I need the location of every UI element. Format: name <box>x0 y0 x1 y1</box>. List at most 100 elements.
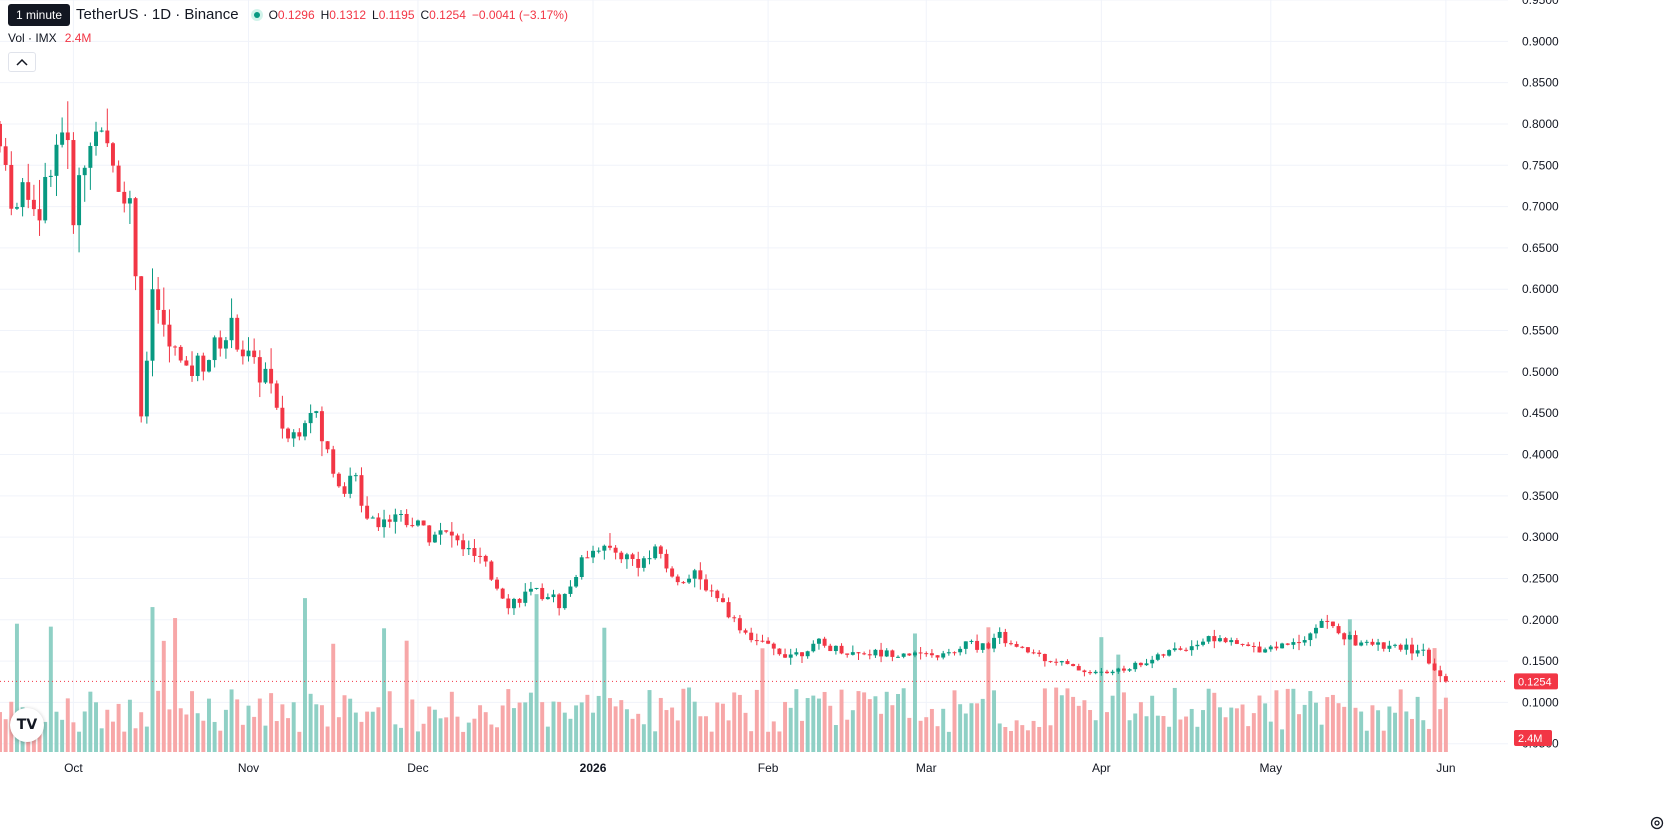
candle-body <box>71 140 76 226</box>
candle-body <box>941 653 946 658</box>
volume-bar <box>1438 709 1443 752</box>
candle-body <box>353 475 358 477</box>
volume-bar <box>545 726 550 752</box>
candle <box>862 651 867 656</box>
settings-gear-icon[interactable] <box>1648 814 1666 832</box>
candle-body <box>585 557 590 559</box>
candle-body <box>77 175 82 226</box>
volume-bar <box>500 705 505 752</box>
candle <box>715 589 720 602</box>
candle-body <box>800 652 804 657</box>
candle-body <box>1099 671 1104 673</box>
volume-bar <box>771 721 776 752</box>
volume-bar <box>608 698 612 752</box>
symbol-title[interactable]: TetherUS · 1D · Binance <box>76 6 239 23</box>
volume-bar <box>60 719 65 752</box>
volume-bar <box>1229 707 1234 752</box>
candle <box>82 165 87 202</box>
volume-bar <box>449 691 454 752</box>
candle-body <box>692 570 697 579</box>
candle-body <box>206 360 211 372</box>
volume-bar <box>223 709 228 752</box>
volume-bar <box>421 723 426 752</box>
candle <box>348 467 353 499</box>
candle-body <box>1274 646 1279 649</box>
candle-body <box>1150 659 1155 664</box>
volume-bar <box>37 721 42 752</box>
candle-body <box>1054 661 1059 663</box>
candle-body <box>619 552 624 560</box>
candle-body <box>856 652 861 654</box>
candle <box>133 196 138 291</box>
volume-bar <box>1336 703 1341 752</box>
tradingview-logo-icon[interactable]: TV <box>10 708 44 742</box>
volume-bar <box>850 710 855 752</box>
candle-body <box>963 641 968 649</box>
candle-body <box>777 648 782 655</box>
volume-bar <box>291 702 296 752</box>
price-tick-label: 0.9500 <box>1522 0 1559 7</box>
candle <box>1116 667 1121 674</box>
volume-bar <box>1376 710 1381 752</box>
collapse-legend-button[interactable] <box>8 52 36 72</box>
candle-body <box>636 558 641 568</box>
candle-body <box>1263 649 1268 653</box>
candle-body <box>1206 636 1211 642</box>
volume-legend[interactable]: Vol · IMX 2.4M <box>8 31 91 45</box>
candle-body <box>82 167 87 176</box>
candle-body <box>715 590 720 599</box>
candle <box>31 184 36 216</box>
volume-bar <box>48 626 53 752</box>
symbol-legend[interactable]: TetherUS · 1D · Binance O0.1296 H0.1312 … <box>8 6 568 23</box>
candle <box>455 533 460 546</box>
candle <box>325 441 330 454</box>
candle-body <box>133 198 138 277</box>
volume-bar <box>161 640 166 752</box>
candle-body <box>105 130 110 144</box>
candle <box>14 202 19 210</box>
volume-bar <box>783 701 788 752</box>
candle-body <box>495 579 499 589</box>
close-label: C <box>420 7 430 22</box>
volume-bar <box>788 707 793 752</box>
volume-bar <box>754 689 759 752</box>
volume-bar <box>1127 720 1132 752</box>
candle-body <box>370 517 375 519</box>
ohlc-values: O0.1296 H0.1312 L0.1195 C0.1254 −0.0041 … <box>269 8 568 22</box>
candle <box>94 121 98 156</box>
candle-body <box>54 144 59 176</box>
candle <box>992 633 997 653</box>
volume-bar <box>1105 712 1109 752</box>
candle-body <box>127 198 132 204</box>
candle-body <box>31 199 36 210</box>
candle-body <box>167 324 172 347</box>
volume-bar <box>399 727 403 752</box>
candle <box>1297 634 1302 651</box>
volume-bar <box>263 725 268 752</box>
candle-body <box>178 346 183 361</box>
candle <box>376 513 381 531</box>
volume-bar <box>438 718 443 752</box>
volume-value: 2.4M <box>64 31 92 45</box>
candle <box>1410 637 1414 661</box>
candle-body <box>319 411 324 442</box>
candle-body <box>1376 642 1381 645</box>
candle <box>800 652 804 663</box>
candle <box>534 587 539 590</box>
candle-body <box>986 643 991 649</box>
candle-body <box>1229 640 1234 643</box>
candle-body <box>1009 643 1013 645</box>
volume-bar <box>901 688 906 752</box>
candle <box>415 519 420 527</box>
candle <box>48 169 53 187</box>
volume-bar <box>342 695 347 752</box>
volume-bar <box>1020 725 1025 752</box>
volume-bar <box>794 689 799 752</box>
candle <box>1319 618 1324 628</box>
candle-body <box>670 568 675 577</box>
candle-body <box>1404 644 1409 650</box>
candle <box>297 428 302 441</box>
volume-bar <box>890 705 895 752</box>
candle <box>641 556 646 572</box>
